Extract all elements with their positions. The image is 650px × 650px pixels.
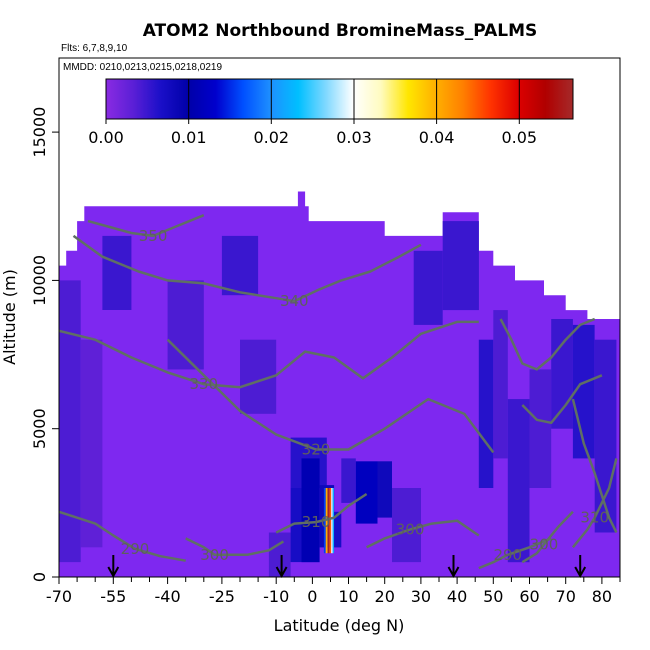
chart-title: ATOM2 Northbound BromineMass_PALMS [143,21,538,41]
flight-arrows [107,555,587,579]
heatmap-cell [478,339,494,488]
y-axis: 0 5000 10000 15000 [30,107,59,582]
y-tick-label: 5000 [30,408,49,449]
heatmap-cell [355,461,378,524]
contour-line [478,537,552,570]
contour-line [521,510,574,564]
heatmap-cell [413,250,443,325]
heatmap-cell [377,461,392,518]
heatmap-cell [332,488,334,554]
flight-arrow [275,555,288,579]
x-tick-label: 60 [519,587,539,606]
x-tick-label: 20 [375,587,395,606]
heatmap-cell [167,280,204,370]
contour-line [521,374,603,425]
contour-line [59,320,479,389]
x-tick-label: -10 [263,587,289,606]
colorbar-tick-label: 0.05 [501,128,537,147]
colorbar-gradient [105,78,574,120]
heatmap-cell [221,235,259,296]
heatmap-cell [268,532,291,577]
flight-arrow [107,555,120,579]
contour-label: 320 [302,441,331,459]
flights-subtitle: Flts: 6,7,8,9,10 [61,43,128,54]
y-axis-label: Altitude (m) [0,269,19,365]
heatmap-cell [331,488,333,554]
contour-label: 290 [493,546,522,564]
heatmap-cells [59,221,617,577]
x-tick-label: -70 [46,587,72,606]
contours: 290 300 310 300 290 300 310 320 330 340 350 [59,214,618,570]
colorbar: 0.00 0.01 0.02 0.03 0.04 0.05 [88,78,574,147]
heatmap-cell [59,280,81,563]
x-axis-label: Latitude (deg N) [274,616,405,635]
plot-area: 290 300 310 300 290 300 310 320 330 340 350 [59,191,620,577]
x-tick-label: 30 [411,587,431,606]
contour-label: 300 [530,535,559,553]
contour-label: 350 [139,227,168,245]
contour-label: 340 [280,292,309,310]
contour-line [72,234,422,303]
y-tick-label: 0 [30,572,49,582]
colorbar-tick-label: 0.03 [336,128,372,147]
x-tick-label: 80 [592,587,612,606]
colorbar-tick-label: 0.02 [253,128,289,147]
heatmap-cell [329,488,332,554]
contour-line [366,519,480,549]
contour-label: 310 [580,509,609,527]
colorbar-tick-label: 0.00 [88,128,124,147]
x-tick-label: 40 [447,587,467,606]
x-tick-label: 0 [307,587,317,606]
heatmap-cell [80,339,103,548]
heatmap-cell [334,511,342,548]
contour-label: 300 [200,546,229,564]
contour-label: 290 [121,540,150,558]
x-tick-label: 70 [556,587,576,606]
heatmap-cell [392,488,421,563]
contour-label: 300 [396,521,425,539]
contour-line [59,510,186,562]
colorbar-ticks: 0.00 0.01 0.02 0.03 0.04 0.05 [88,79,537,147]
contour-label: 330 [189,375,218,393]
contour-line [499,317,596,371]
heatmap-cell [529,369,552,488]
heatmap-cell [341,458,356,503]
x-axis: -70 -55 -40 -25 -10 0 10 20 30 40 50 60 70 80 [46,577,621,606]
colorbar-tick-label: 0.01 [171,128,207,147]
contour-line [571,458,618,549]
flight-arrow [574,555,587,579]
heatmap-cell [290,488,302,563]
plot-frame [58,57,621,578]
contour-line [87,214,205,238]
heatmap-cell [507,399,530,563]
dates-subtitle: MMDD: 0210,0213,0215,0218,0219 [63,62,222,73]
x-tick-label: 50 [483,587,503,606]
contour-label: 310 [302,513,331,531]
flight-arrow [447,555,460,579]
x-tick-label: -55 [100,587,126,606]
heatmap-cell [493,310,508,459]
x-tick-label: -25 [209,587,235,606]
heatmap-cell [442,221,479,311]
heatmap-cell [102,235,132,310]
contour-line [275,492,368,534]
y-tick-label: 15000 [30,107,49,158]
heatmap-cell [301,458,320,563]
contour-line [571,398,618,534]
heatmap-cell [327,488,330,554]
x-tick-label: -40 [155,587,181,606]
y-tick-label: 10000 [30,255,49,306]
x-tick-label: 10 [338,587,358,606]
contour-line [166,338,495,454]
colorbar-tick-label: 0.04 [419,128,455,147]
contour-line [185,537,285,557]
